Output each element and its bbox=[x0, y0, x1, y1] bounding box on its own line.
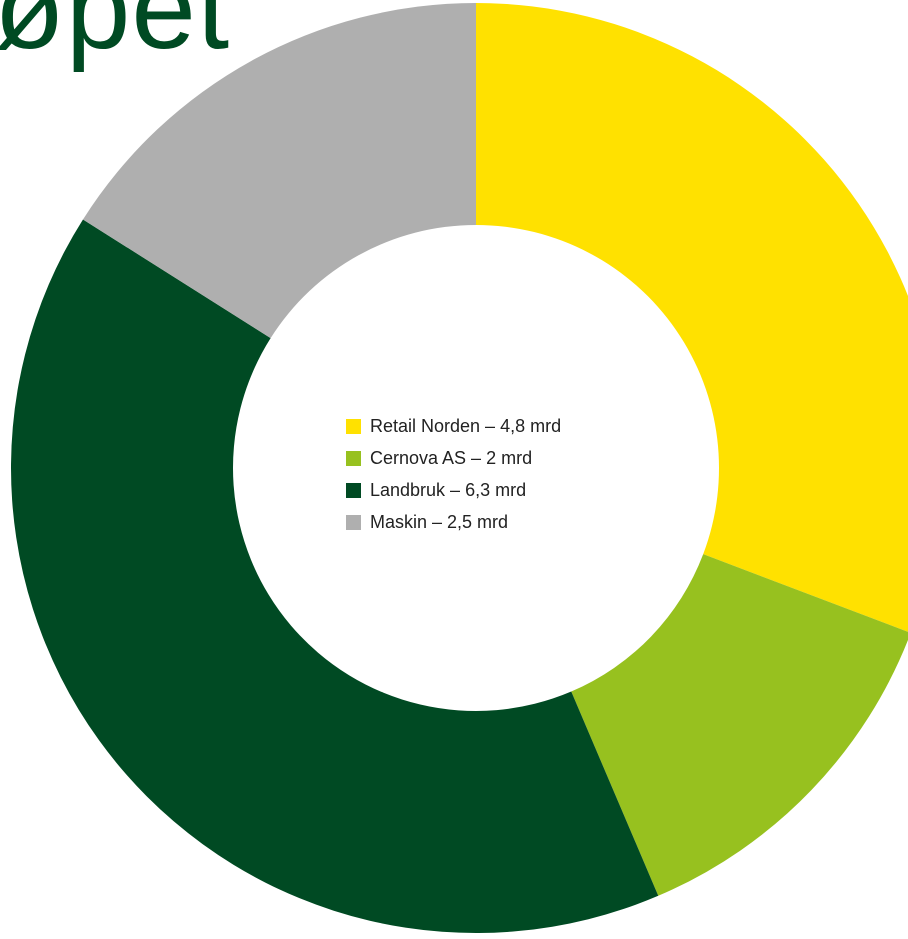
legend-label: Maskin – 2,5 mrd bbox=[370, 511, 509, 532]
donut-slice-cernova-as bbox=[571, 554, 908, 896]
legend-item-landbruk: Landbruk – 6,3 mrd bbox=[346, 474, 561, 506]
legend-swatch bbox=[346, 450, 361, 466]
legend-item-maskin: Maskin – 2,5 mrd bbox=[346, 506, 561, 538]
donut-slice-landbruk bbox=[11, 219, 659, 934]
legend-item-cernova-as: Cernova AS – 2 mrd bbox=[346, 442, 561, 474]
donut-slice-retail-norden bbox=[476, 3, 908, 632]
legend-swatch bbox=[346, 482, 361, 498]
legend-swatch bbox=[346, 514, 361, 530]
legend-swatch bbox=[346, 418, 361, 434]
donut-slice-maskin bbox=[82, 3, 477, 339]
legend-label: Cernova AS – 2 mrd bbox=[370, 447, 533, 468]
legend-label: Retail Norden – 4,8 mrd bbox=[370, 415, 562, 436]
legend-item-retail-norden: Retail Norden – 4,8 mrd bbox=[346, 410, 561, 442]
chart-legend: Retail Norden – 4,8 mrd Cernova AS – 2 m… bbox=[346, 410, 561, 538]
legend-label: Landbruk – 6,3 mrd bbox=[370, 479, 527, 500]
page-title: øpet bbox=[0, 0, 231, 73]
